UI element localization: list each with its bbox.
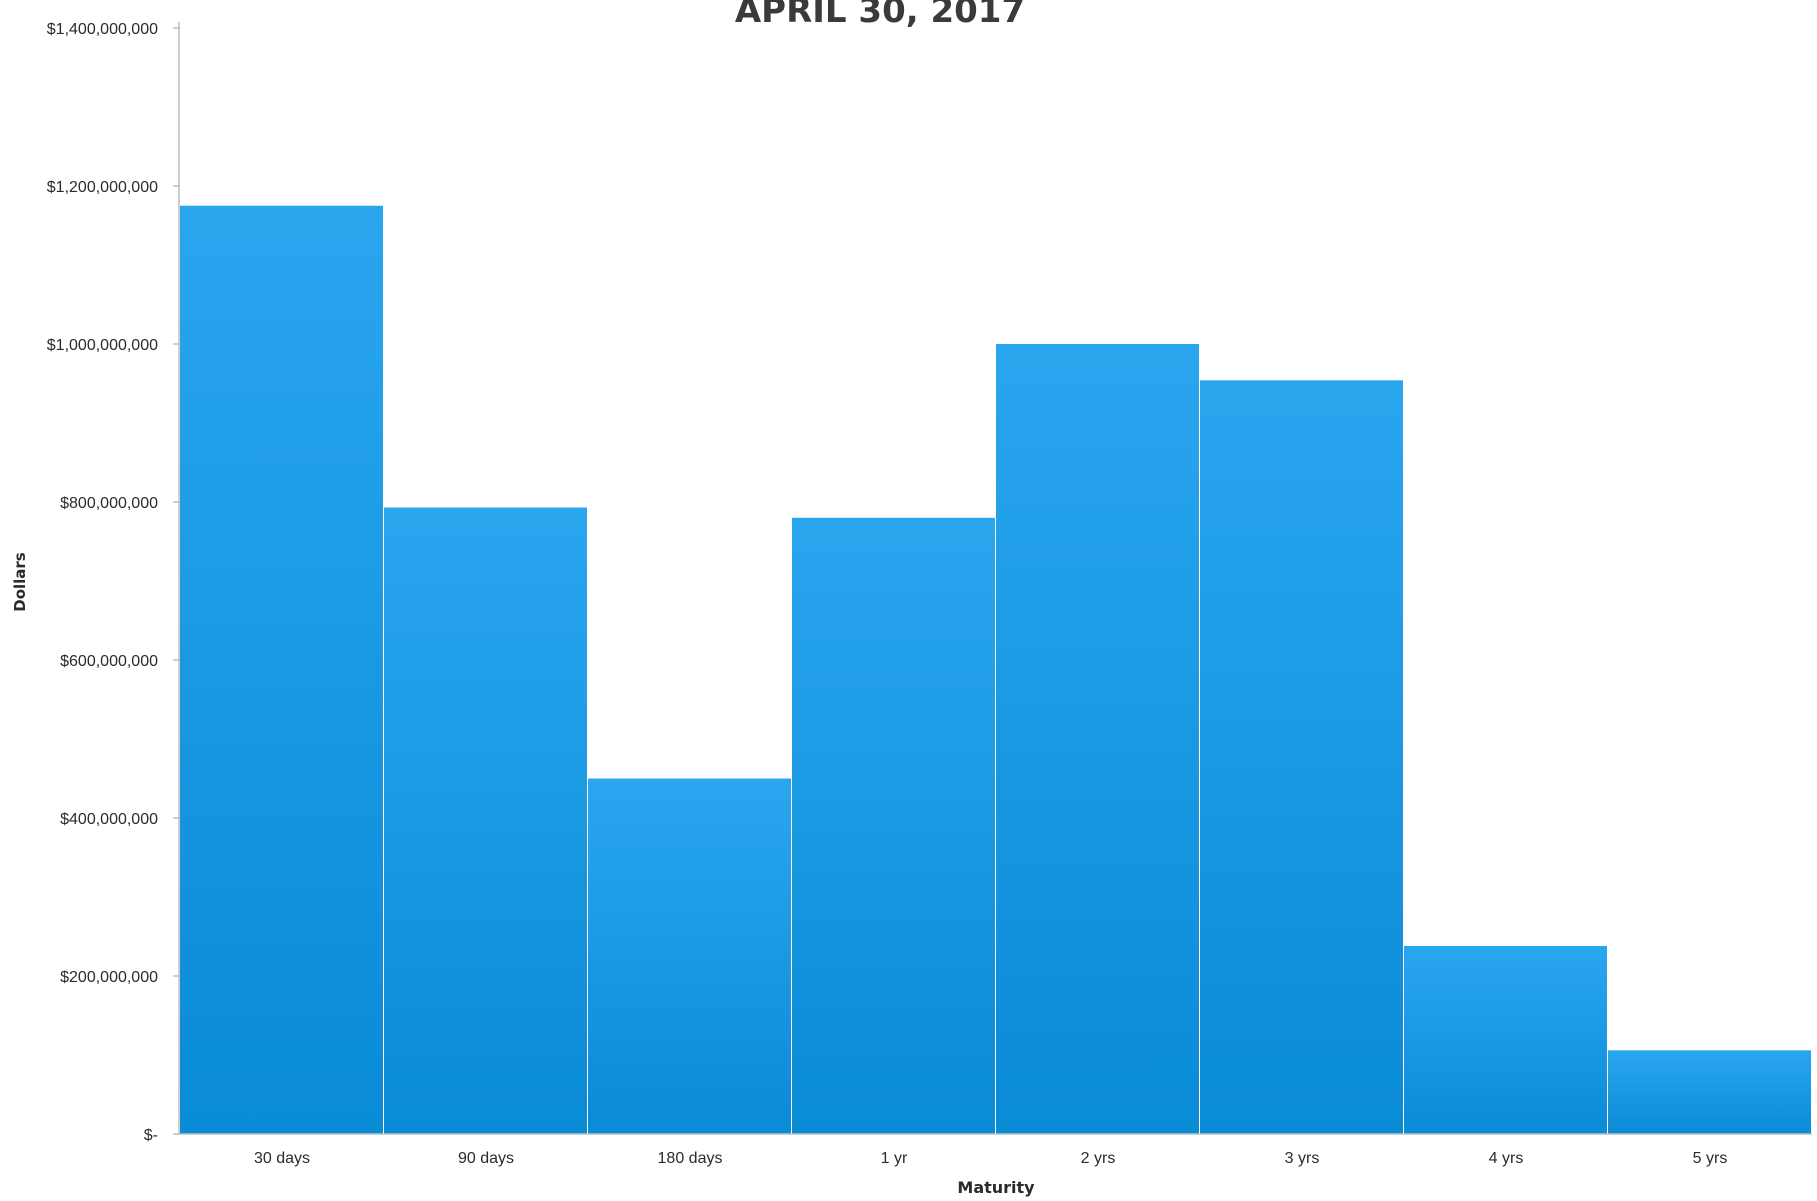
x-tick-label: 3 yrs [1285, 1150, 1320, 1167]
bar-4-yrs [1404, 945, 1607, 1134]
bar-30-days [180, 205, 383, 1134]
y-tick-label: $200,000,000 [60, 969, 158, 986]
x-tick-label: 180 days [658, 1150, 723, 1167]
y-tick-label: $400,000,000 [60, 811, 158, 828]
x-tick-label: 2 yrs [1081, 1150, 1116, 1167]
x-tick-label: 5 yrs [1693, 1150, 1728, 1167]
x-tick-label: 4 yrs [1489, 1150, 1524, 1167]
y-axis-ticks: $- $200,000,000 $400,000,000 $600,000,000 $8… [47, 21, 180, 1144]
bar-5-yrs [1608, 1050, 1811, 1134]
bar-1-yr [792, 517, 995, 1134]
y-axis-title: Dollars [11, 552, 29, 612]
y-tick-label: $1,200,000,000 [47, 179, 158, 196]
bar-180-days [588, 778, 791, 1134]
x-tick-label: 1 yr [881, 1150, 908, 1167]
y-tick-label: $600,000,000 [60, 653, 158, 670]
bar-2-yrs [996, 344, 1199, 1134]
bar-90-days [384, 507, 587, 1134]
x-axis-ticks: 30 days 90 days 180 days 1 yr 2 yrs 3 yrs 4 yr… [254, 1150, 1727, 1167]
bars-group [180, 205, 1811, 1135]
x-tick-label: 30 days [254, 1150, 310, 1167]
chart-title: APRIL 30, 2017 [735, 0, 1025, 31]
y-tick-label: $800,000,000 [60, 495, 158, 512]
y-tick-label: $1,400,000,000 [47, 21, 158, 38]
x-tick-label: 90 days [458, 1150, 514, 1167]
bar-3-yrs [1200, 380, 1403, 1135]
x-axis-title: Maturity [957, 1178, 1035, 1197]
y-tick-label: $1,000,000,000 [47, 337, 158, 354]
y-tick-label: $- [144, 1127, 158, 1144]
